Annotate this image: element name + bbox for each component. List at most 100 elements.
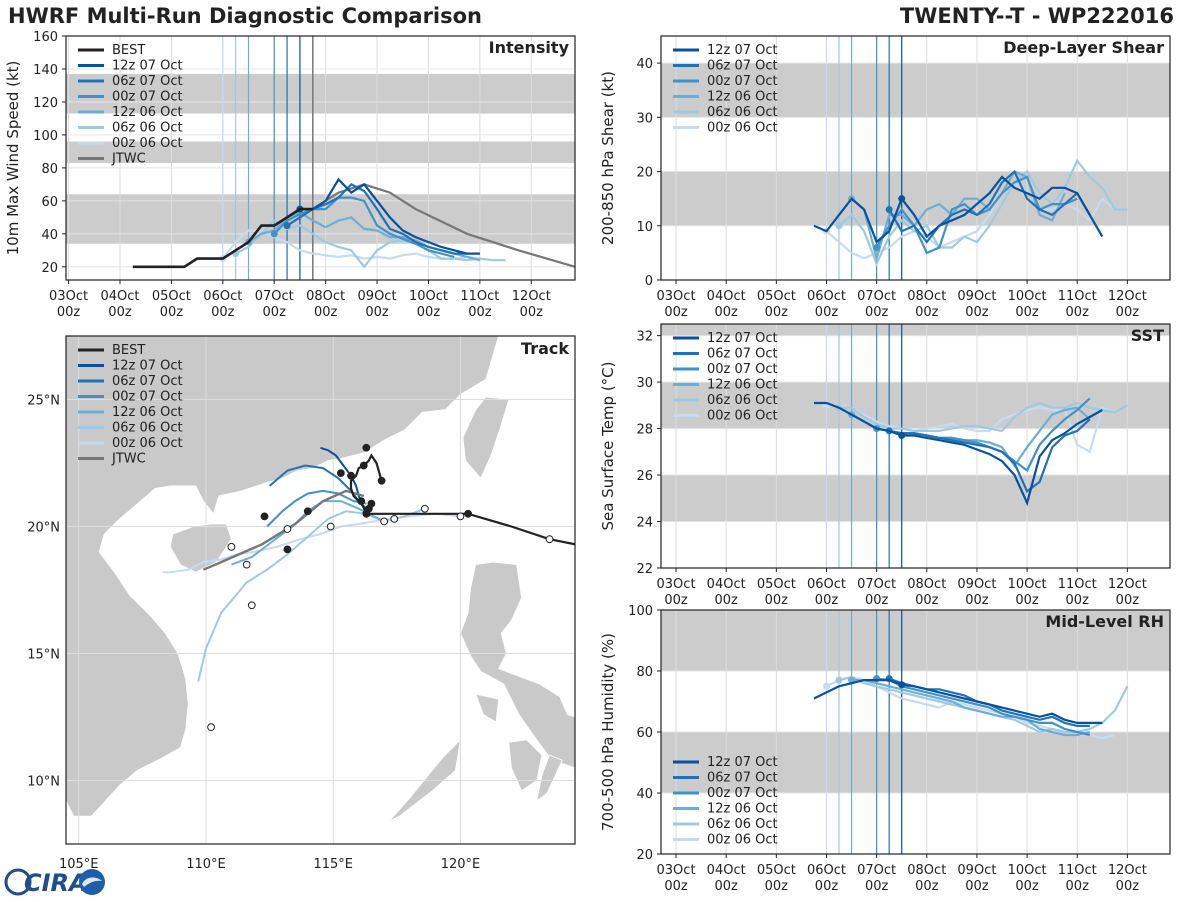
lat-tick-label: 25°N [27,394,60,409]
x-tick-label: 04Oct [707,577,746,592]
chart-title: Track [521,339,569,358]
x-tick-label: 11Oct [1058,289,1097,304]
map-area [66,336,575,844]
legend-entry: 12z 06 Oct [707,802,778,817]
x-tick-label: 00z [765,593,789,608]
x-tick-label: 09Oct [957,863,996,878]
axes-frame [660,35,1171,281]
best-filled-marker [464,509,473,518]
x-tick-label: 00z [314,305,338,320]
x-tick-label: 09Oct [957,289,996,304]
x-tick-label: 00z [1116,879,1140,894]
track-open-marker [247,601,256,610]
x-tick-label: 09Oct [957,577,996,592]
series-marker [885,206,893,214]
x-tick-label: 00z [417,305,441,320]
x-tick-label: 08Oct [907,863,946,878]
lon-tick-label: 115°E [313,857,353,872]
series-marker [898,432,906,440]
y-tick-label: 26 [636,469,653,484]
x-tick-label: 00z [765,305,789,320]
shaded-band [661,475,1170,522]
y-tick-label: 40 [636,57,653,72]
y-tick-label: 140 [33,63,58,78]
x-tick-label: 00z [108,305,132,320]
legend-entry: 00z 07 Oct [112,390,183,405]
track-open-marker [326,522,335,531]
legend-entry: 12z 07 Oct [112,359,183,374]
chart-title: Mid-Level RH [1045,612,1164,631]
x-tick-label: 07Oct [255,289,294,304]
land-mainland [66,336,500,817]
y-tick-label: 100 [628,604,653,619]
lon-tick-label: 110°E [186,857,226,872]
x-tick-label: 05Oct [757,863,796,878]
y-tick-label: 160 [33,30,58,45]
y-tick-label: 80 [636,665,653,680]
legend-entry: 06z 06 Oct [112,421,183,436]
legend-entry: 12z 06 Oct [112,405,183,420]
series-marker [270,230,278,238]
jtwc-track-line [202,489,365,571]
track-open-marker [242,560,251,569]
x-tick-label: 05Oct [757,289,796,304]
legend-entry: 00z 06 Oct [707,409,778,424]
track-filled-marker [367,499,376,508]
series-line [851,678,1091,737]
legend-entry: 00z 07 Oct [112,90,183,105]
track-filled-marker [347,471,355,480]
plot-area [661,610,1170,854]
x-tick-label: 00z [865,305,889,320]
series-line [813,175,1104,244]
legend-entry: 06z 07 Oct [112,374,183,389]
track-filled-marker [362,443,371,452]
y-tick-label: 24 [636,516,653,531]
legend-entry: 12z 06 Oct [112,105,183,120]
land-negros [536,754,563,802]
x-tick-label: 06Oct [203,289,242,304]
best-open-marker [545,535,554,544]
series-line [889,418,1091,493]
x-tick-label: 00z [1015,879,1039,894]
series-marker [898,681,906,689]
chart-shear: 01020304003Oct00z04Oct00z05Oct00z06Oct00… [599,35,1171,320]
chart-rh: 2040608010003Oct00z04Oct00z05Oct00z06Oct… [599,604,1171,894]
x-tick-label: 11Oct [460,289,499,304]
x-tick-label: 03Oct [657,577,696,592]
y-axis-label: 700-500 hPa Humidity (%) [599,633,617,831]
y-axis-label: Sea Surface Temp (°C) [599,361,617,530]
legend-entry: 12z 07 Oct [707,43,778,58]
x-tick-label: 00z [765,879,789,894]
x-tick-label: 04Oct [707,289,746,304]
y-tick-label: 30 [636,376,653,391]
x-tick-label: 00z [815,879,839,894]
chart-title: Intensity [489,38,570,57]
x-tick-label: 00z [520,305,544,320]
legend-entry: 12z 06 Oct [707,90,778,105]
x-tick-label: 00z [715,593,739,608]
logo-text: CIRA [24,869,88,897]
map-frame [65,335,576,845]
y-tick-label: 80 [41,162,58,177]
legend-entry: 06z 06 Oct [707,105,778,120]
x-tick-label: 00z [365,305,389,320]
x-tick-label: 00z [715,879,739,894]
cira-logo: CIRA [4,866,108,898]
x-tick-label: 00z [664,305,688,320]
series-line [888,169,1091,244]
x-tick-label: 10Oct [1008,577,1047,592]
y-axis-label: 200-850 hPa Shear (kt) [599,71,617,245]
x-tick-label: 00z [664,593,688,608]
y-tick-label: 10 [636,220,653,235]
track-open-marker [207,723,215,732]
x-tick-label: 00z [211,305,235,320]
series-marker [822,682,830,690]
x-tick-label: 00z [915,879,939,894]
series-line [273,196,455,258]
x-tick-label: 00z [915,593,939,608]
y-tick-label: 100 [33,129,58,144]
track-filled-marker [357,497,366,506]
x-tick-label: 00z [865,593,889,608]
